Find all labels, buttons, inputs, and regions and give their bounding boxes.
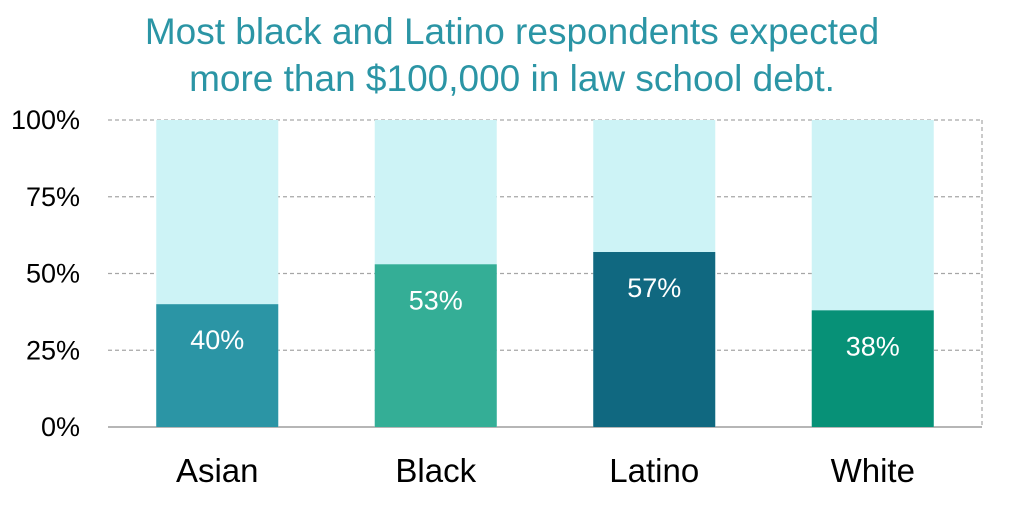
bar-black xyxy=(374,264,497,427)
bars-layer xyxy=(156,120,934,427)
y-tick-label: 100% xyxy=(11,105,80,135)
labels-layer: 0% 25% 50% 75% 100% 40% Asian 53% Black 57% Latino… xyxy=(11,105,915,489)
category-label: Black xyxy=(395,452,476,489)
chart-title-line-1: Most black and Latino respondents expect… xyxy=(144,11,880,52)
data-label: 57% xyxy=(627,273,681,303)
data-label: 40% xyxy=(190,325,244,355)
y-tick-label: 0% xyxy=(41,412,80,442)
bar-white xyxy=(811,310,934,427)
y-tick-label: 75% xyxy=(26,182,80,212)
category-label: Asian xyxy=(176,452,259,489)
chart-title-line-2: more than $100,000 in law school debt. xyxy=(189,58,835,99)
chart-title: Most black and Latino respondents expect… xyxy=(0,8,1024,102)
category-label: Latino xyxy=(609,452,699,489)
category-label: White xyxy=(831,452,915,489)
data-label: 53% xyxy=(409,285,463,315)
bar-latino xyxy=(593,252,716,427)
bar-asian xyxy=(156,304,279,427)
data-label: 38% xyxy=(846,331,900,361)
y-tick-label: 25% xyxy=(26,335,80,365)
y-tick-label: 50% xyxy=(26,259,80,289)
